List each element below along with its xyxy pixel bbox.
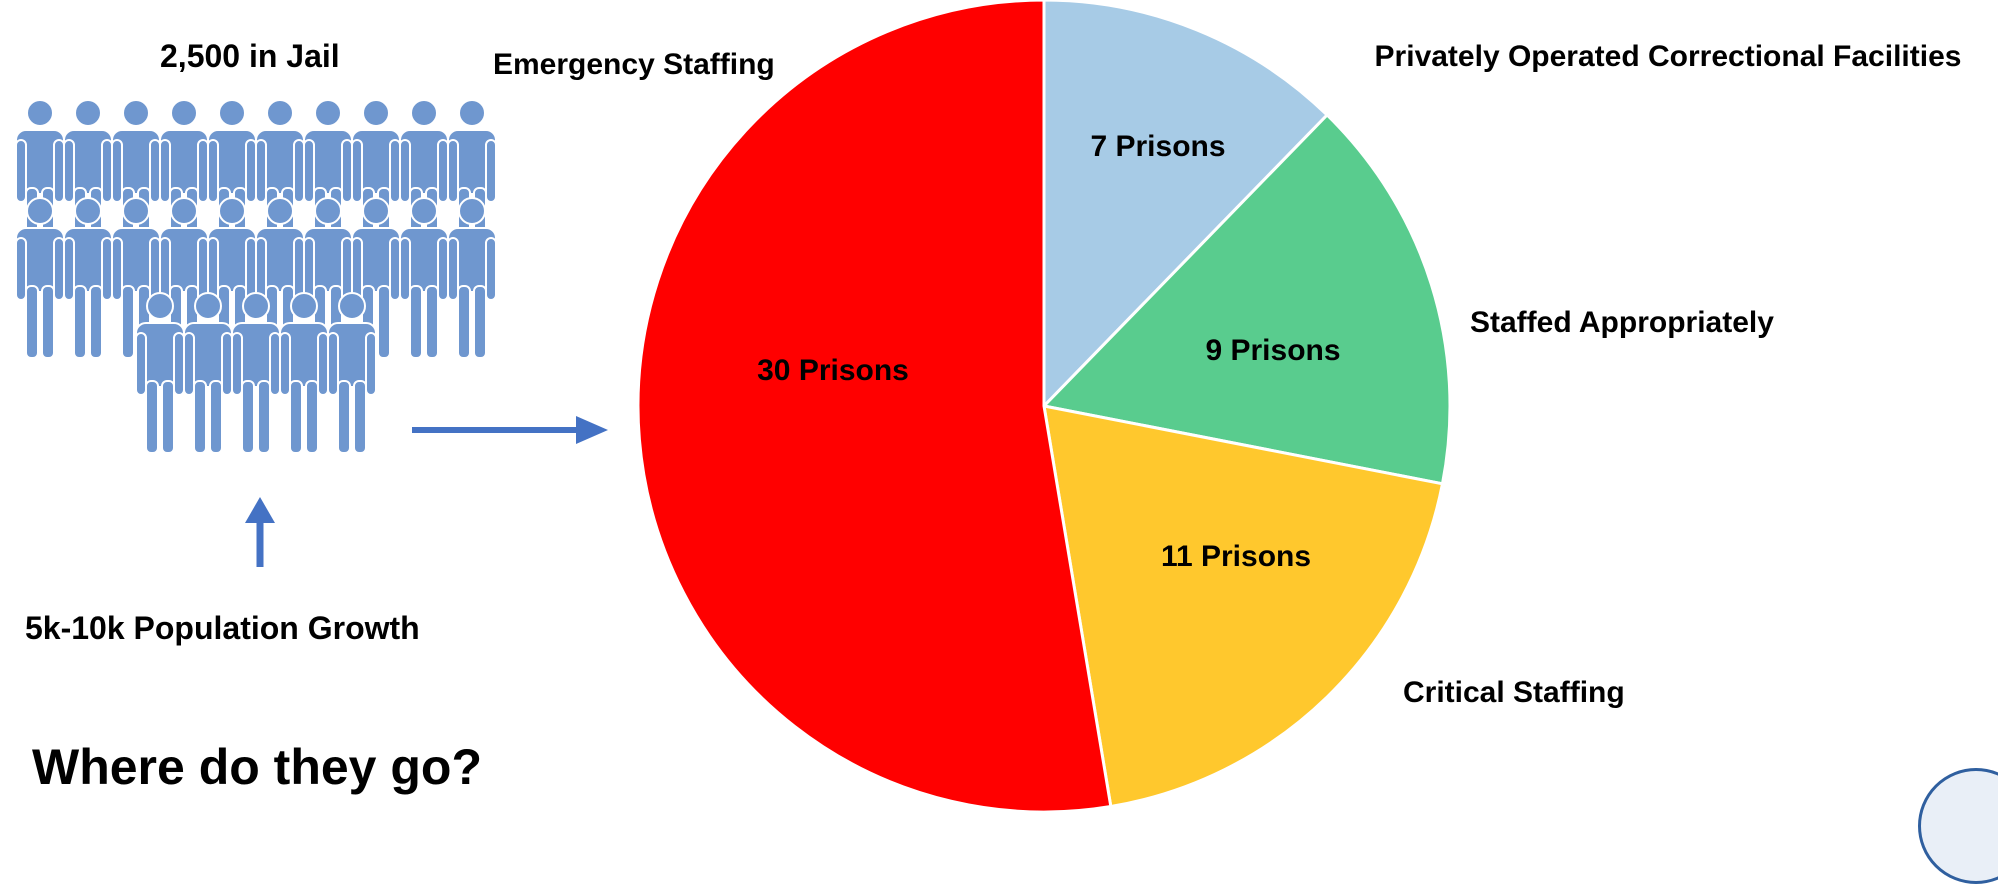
data-label: 9 Prisons (1205, 334, 1340, 367)
data-label: 30 Prisons (757, 354, 909, 387)
category-label: Emergency Staffing (493, 48, 775, 81)
category-label: Staffed Appropriately (1470, 306, 1774, 339)
pie-chart: 7 Prisons Privately Operated Correctional… (0, 0, 1998, 812)
data-label: 7 Prisons (1090, 130, 1225, 163)
category-label: Critical Staffing (1403, 676, 1625, 709)
category-label: Privately Operated Correctional Faciliti… (1375, 40, 1962, 73)
pie-slice (638, 0, 1111, 812)
data-label: 11 Prisons (1161, 540, 1311, 573)
